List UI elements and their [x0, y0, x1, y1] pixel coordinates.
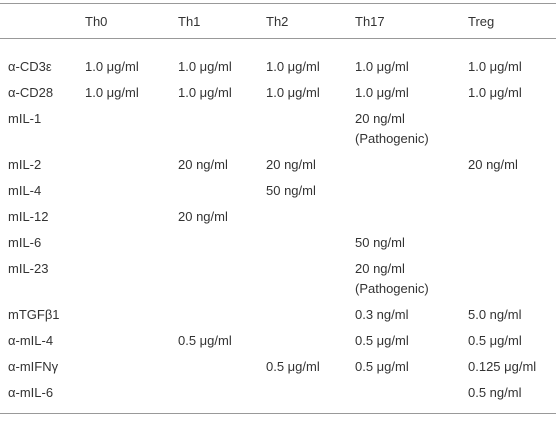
cell: 1.0 μg/ml: [178, 59, 232, 74]
cell: 1.0 μg/ml: [85, 59, 139, 74]
empty-cell: [170, 230, 258, 256]
empty-cell: [347, 204, 460, 230]
table-body: α-CD3ε 1.0 μg/ml 1.0 μg/ml 1.0 μg/ml 1.0 μg/…: [0, 39, 556, 414]
cell: 1.0 μg/ml: [355, 85, 409, 100]
empty-cell: [77, 204, 170, 230]
empty-cell: [77, 256, 170, 302]
cell: 0.5 μg/ml: [178, 333, 232, 348]
cell: 20 ng/ml: [266, 157, 316, 172]
row-label: α-CD3ε: [8, 59, 52, 74]
cell: 20 ng/ml: [178, 157, 228, 172]
header-cell: Th17: [347, 3, 460, 39]
row-label: mIL-23: [8, 261, 49, 276]
cell: 0.5 μg/ml: [468, 333, 522, 348]
empty-cell: [460, 256, 556, 302]
empty-cell: [258, 302, 347, 328]
cell: 50 ng/ml: [266, 183, 316, 198]
empty-cell: [170, 380, 258, 414]
empty-cell: [77, 354, 170, 380]
row-label: mIL-6: [8, 235, 42, 250]
table-row: α-CD28 1.0 μg/ml 1.0 μg/ml 1.0 μg/ml 1.0 μg/…: [0, 80, 556, 106]
table-row: α-mIL-6 0.5 ng/ml: [0, 380, 556, 414]
table-row: mIL-4 50 ng/ml: [0, 178, 556, 204]
header-cell: Treg: [460, 3, 556, 39]
header-cell: Th2: [258, 3, 347, 39]
empty-cell: [170, 354, 258, 380]
row-label: α-mIL-6: [8, 385, 54, 400]
empty-cell: [77, 302, 170, 328]
cell: 0.5 μg/ml: [355, 333, 409, 348]
header-cell: Th0: [77, 3, 170, 39]
cell: 0.125 μg/ml: [468, 359, 537, 374]
cell: 5.0 ng/ml: [468, 307, 522, 322]
cell: 20 ng/ml: [178, 209, 228, 224]
cell: 1.0 μg/ml: [355, 59, 409, 74]
empty-cell: [77, 328, 170, 354]
empty-cell: [77, 178, 170, 204]
row-label: α-CD28: [8, 85, 54, 100]
empty-cell: [258, 230, 347, 256]
empty-cell: [77, 230, 170, 256]
table-row: mIL-6 50 ng/ml: [0, 230, 556, 256]
empty-cell: [347, 380, 460, 414]
empty-cell: [460, 204, 556, 230]
empty-cell: [258, 204, 347, 230]
cell: 0.5 μg/ml: [266, 359, 320, 374]
table-row: α-mIL-4 0.5 μg/ml 0.5 μg/ml 0.5 μg/ml: [0, 328, 556, 354]
empty-cell: [170, 302, 258, 328]
empty-cell: [77, 380, 170, 414]
empty-cell: [347, 178, 460, 204]
table: Th0 Th1 Th2 Th17 Treg α-CD3ε 1.0 μg/ml 1.0 μg/…: [0, 3, 556, 414]
empty-cell: [77, 152, 170, 178]
empty-cell: [77, 106, 170, 152]
empty-cell: [460, 106, 556, 152]
cell: 1.0 μg/ml: [266, 59, 320, 74]
row-label: mTGFβ1: [8, 307, 60, 322]
cell: 1.0 μg/ml: [178, 85, 232, 100]
header-row: Th0 Th1 Th2 Th17 Treg: [0, 3, 556, 39]
cell: 0.3 ng/ml: [355, 307, 409, 322]
empty-cell: [258, 106, 347, 152]
empty-cell: [258, 380, 347, 414]
cell: 50 ng/ml: [355, 235, 405, 250]
empty-cell: [258, 328, 347, 354]
empty-cell: [347, 152, 460, 178]
empty-cell: [258, 256, 347, 302]
row-label: mIL-12: [8, 209, 49, 224]
cell: 20 ng/ml (Pathogenic): [355, 111, 429, 146]
cell: 1.0 μg/ml: [468, 85, 522, 100]
empty-cell: [170, 106, 258, 152]
row-label: mIL-1: [8, 111, 42, 126]
header-cell: Th1: [170, 3, 258, 39]
table-row: mIL-23 20 ng/ml (Pathogenic): [0, 256, 556, 302]
cell: 1.0 μg/ml: [85, 85, 139, 100]
cell: 0.5 ng/ml: [468, 385, 522, 400]
table-row: α-mIFNγ 0.5 μg/ml 0.5 μg/ml 0.125 μg/ml: [0, 354, 556, 380]
cell: 1.0 μg/ml: [468, 59, 522, 74]
row-label: α-mIFNγ: [8, 359, 59, 374]
row-label: α-mIL-4: [8, 333, 54, 348]
empty-cell: [170, 178, 258, 204]
empty-cell: [460, 230, 556, 256]
cell: 0.5 μg/ml: [355, 359, 409, 374]
cell: 1.0 μg/ml: [266, 85, 320, 100]
cell: 20 ng/ml: [468, 157, 518, 172]
cell: 20 ng/ml (Pathogenic): [355, 261, 429, 296]
table-row: mIL-1 20 ng/ml (Pathogenic): [0, 106, 556, 152]
table-row: mTGFβ1 0.3 ng/ml 5.0 ng/ml: [0, 302, 556, 328]
table-row: mIL-12 20 ng/ml: [0, 204, 556, 230]
page: Th0 Th1 Th2 Th17 Treg α-CD3ε 1.0 μg/ml 1.0 μg/…: [0, 3, 556, 426]
row-label: mIL-2: [8, 157, 42, 172]
empty-cell: [460, 178, 556, 204]
row-label: mIL-4: [8, 183, 42, 198]
table-row: α-CD3ε 1.0 μg/ml 1.0 μg/ml 1.0 μg/ml 1.0 μg/…: [0, 39, 556, 81]
empty-cell: [170, 256, 258, 302]
table-row: mIL-2 20 ng/ml 20 ng/ml 20 ng/ml: [0, 152, 556, 178]
header-cell: [0, 3, 77, 39]
